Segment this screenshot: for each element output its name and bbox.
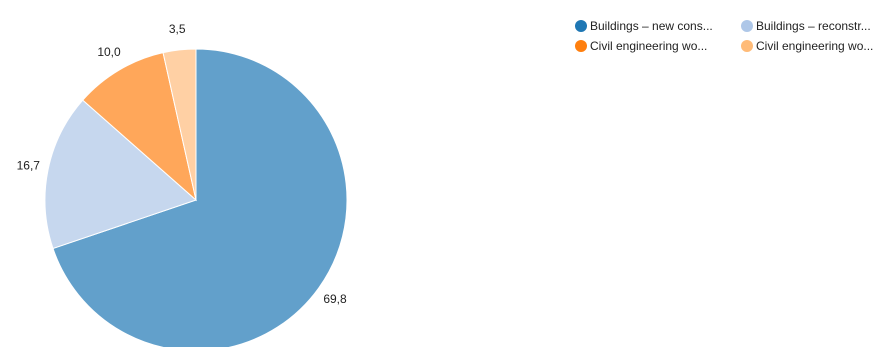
pie-value-label: 16,7: [17, 159, 41, 173]
chart-legend: Buildings – new cons... Buildings – reco…: [575, 19, 882, 53]
legend-label: Buildings – reconstr...: [756, 19, 871, 33]
legend-swatch-icon: [575, 40, 587, 52]
legend-label: Civil engineering wo...: [756, 39, 874, 53]
pie-slice[interactable]: [162, 48, 197, 201]
legend-swatch-icon: [741, 20, 753, 32]
pie-value-label: 69,8: [323, 292, 347, 306]
pie-slice[interactable]: [82, 52, 197, 202]
legend-item-civil-engineering-1[interactable]: Civil engineering wo...: [575, 39, 741, 53]
pie-value-label: 10,0: [97, 45, 121, 59]
pie-slice[interactable]: [52, 48, 348, 347]
pie-slices: [44, 48, 348, 347]
pie-value-labels: 69,8 16,7 10,0 3,5: [17, 22, 347, 306]
legend-item-buildings-reconstruction[interactable]: Buildings – reconstr...: [741, 19, 882, 33]
legend-label: Civil engineering wo...: [590, 39, 708, 53]
legend-swatch-icon: [575, 20, 587, 32]
pie-value-label: 3,5: [169, 22, 186, 36]
legend-label: Buildings – new cons...: [590, 19, 713, 33]
legend-item-buildings-new[interactable]: Buildings – new cons...: [575, 19, 741, 33]
legend-swatch-icon: [741, 40, 753, 52]
pie-slice[interactable]: [44, 99, 197, 250]
legend-item-civil-engineering-2[interactable]: Civil engineering wo...: [741, 39, 882, 53]
